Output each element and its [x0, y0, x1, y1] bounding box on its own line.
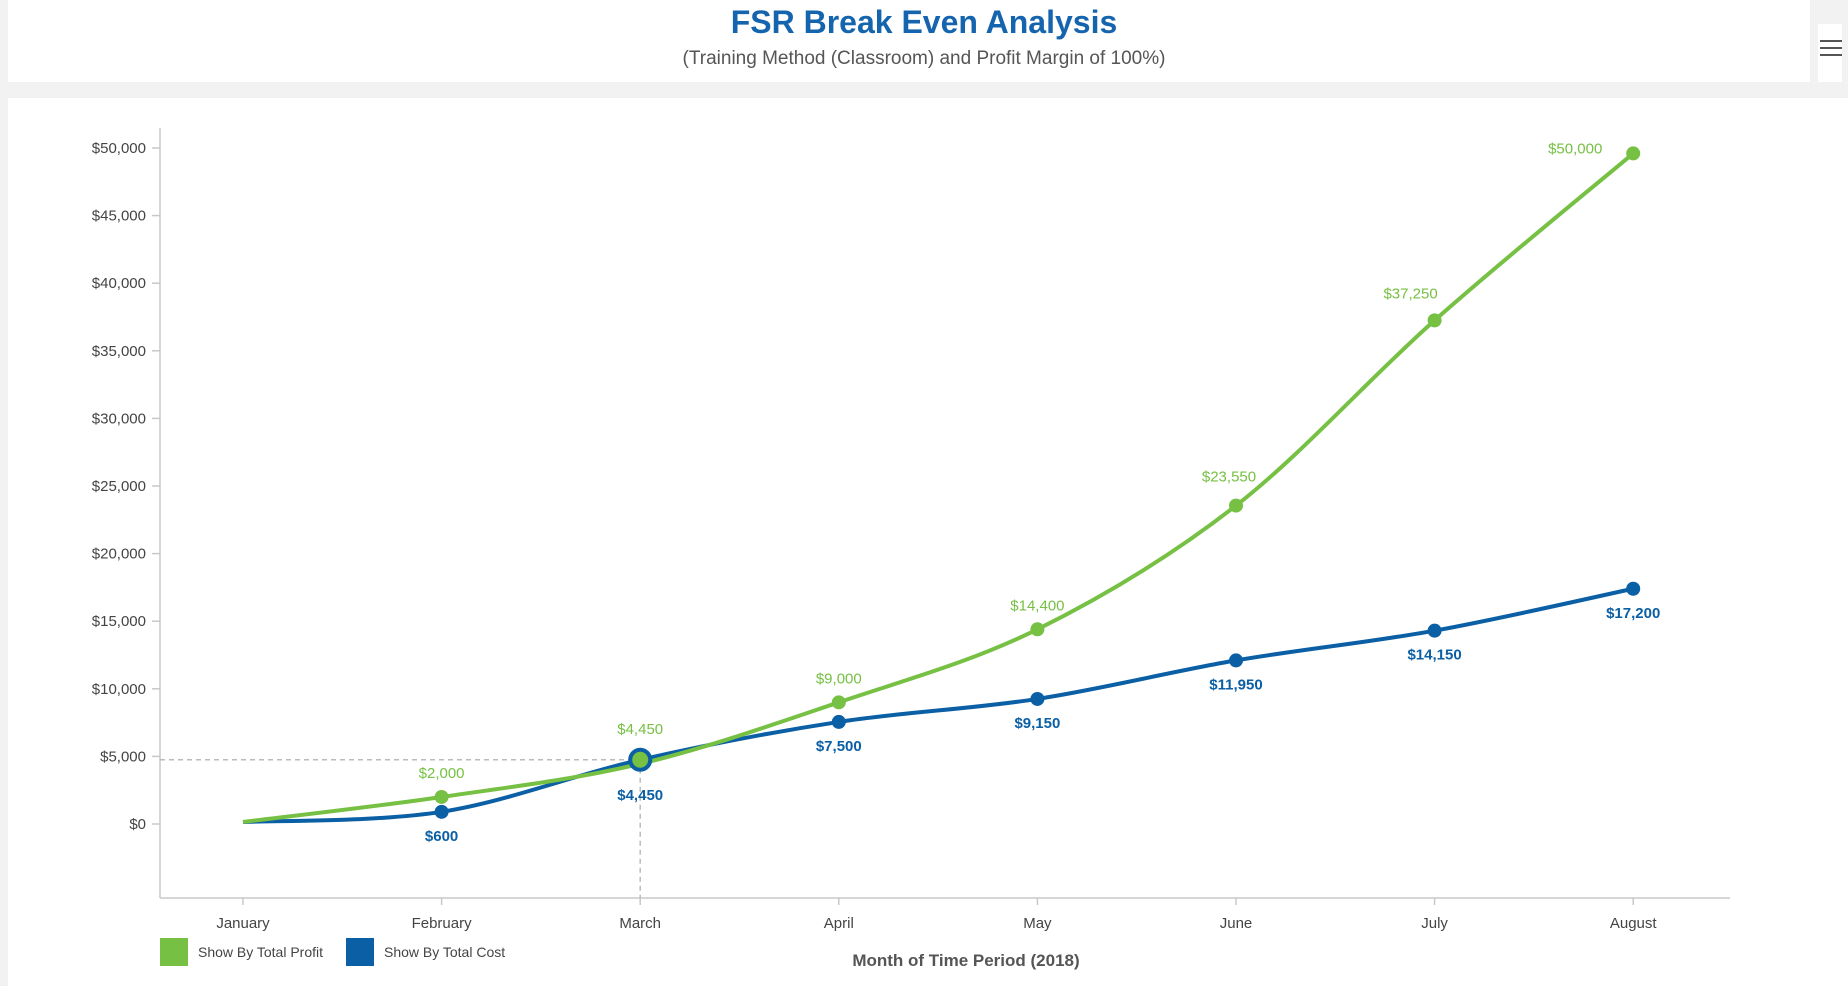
y-tick-label: $45,000: [92, 208, 146, 225]
hamburger-menu-icon[interactable]: [1818, 24, 1842, 82]
profit-data-label: $37,250: [1383, 285, 1437, 302]
cost-data-point: [1427, 623, 1442, 638]
legend-label: Show By Total Cost: [384, 944, 505, 960]
profit-data-label: $23,550: [1202, 469, 1256, 486]
cost-data-point: [1030, 691, 1045, 706]
legend-item-profit[interactable]: Show By Total Profit: [160, 938, 323, 966]
y-tick-label: $50,000: [92, 140, 146, 157]
profit-data-label: $9,000: [816, 670, 862, 687]
x-tick-label: June: [1220, 915, 1253, 932]
line-chart: $0 $5,000 $10,000 $15,000 $20,000 $25,000 $30,…: [92, 128, 1730, 970]
profit-data-label: $2,000: [419, 765, 465, 782]
y-tick-label: $30,000: [92, 410, 146, 427]
y-tick-label: $10,000: [92, 681, 146, 698]
y-tick-label: $25,000: [92, 478, 146, 495]
cost-data-label: $14,150: [1407, 647, 1461, 664]
profit-series-line: [242, 151, 1635, 824]
x-tick-label: March: [619, 915, 661, 932]
legend-item-cost[interactable]: Show By Total Cost: [346, 938, 505, 966]
cost-data-label: $7,500: [816, 738, 862, 755]
y-tick-label: $0: [129, 816, 146, 833]
profit-data-label: $14,400: [1010, 597, 1064, 614]
profit-data-point: [1626, 146, 1641, 161]
cost-data-label: $11,950: [1209, 676, 1262, 693]
cost-data-point: [434, 804, 449, 819]
y-tick-label: $40,000: [92, 275, 146, 292]
y-tick-label: $15,000: [92, 613, 146, 630]
x-tick-label: January: [216, 915, 270, 932]
chart-header: [8, 0, 1810, 82]
cost-data-point: [1229, 653, 1243, 668]
x-tick-label: February: [412, 915, 473, 932]
cost-series-line: [242, 586, 1634, 824]
legend-swatch: [160, 938, 188, 966]
profit-data-point: [434, 789, 449, 804]
cost-data-label: $4,450: [617, 787, 663, 804]
x-tick-label: August: [1610, 915, 1658, 932]
cost-data-label: $9,150: [1014, 715, 1060, 732]
profit-data-point: [1427, 313, 1442, 328]
y-tick-label: $20,000: [92, 546, 146, 563]
x-axis-title: Month of Time Period (2018): [852, 951, 1079, 970]
x-tick-label: April: [824, 915, 854, 932]
cost-data-label: $600: [425, 828, 458, 845]
chart-title: FSR Break Even Analysis: [730, 4, 1118, 40]
x-tick-label: May: [1023, 915, 1052, 932]
y-tick-label: $35,000: [92, 343, 146, 360]
cost-data-point: [1626, 581, 1641, 596]
x-tick-label: July: [1421, 915, 1448, 932]
chart-panel: $0 $5,000 $10,000 $15,000 $20,000 $25,000 $30,…: [8, 98, 1848, 986]
profit-data-label: $4,450: [617, 721, 663, 738]
profit-data-point: [1229, 498, 1243, 513]
chart-subtitle: (Training Method (Classroom) and Profit …: [682, 48, 1166, 69]
cost-data-label: $17,200: [1606, 605, 1660, 622]
legend-label: Show By Total Profit: [198, 944, 323, 960]
break-even-marker: [628, 747, 653, 772]
profit-data-point: [831, 695, 846, 710]
cost-data-point: [831, 714, 846, 729]
legend-swatch: [346, 938, 374, 966]
profit-data-label: $50,000: [1548, 140, 1602, 157]
profit-data-point: [1030, 622, 1045, 637]
y-tick-label: $5,000: [100, 748, 146, 765]
